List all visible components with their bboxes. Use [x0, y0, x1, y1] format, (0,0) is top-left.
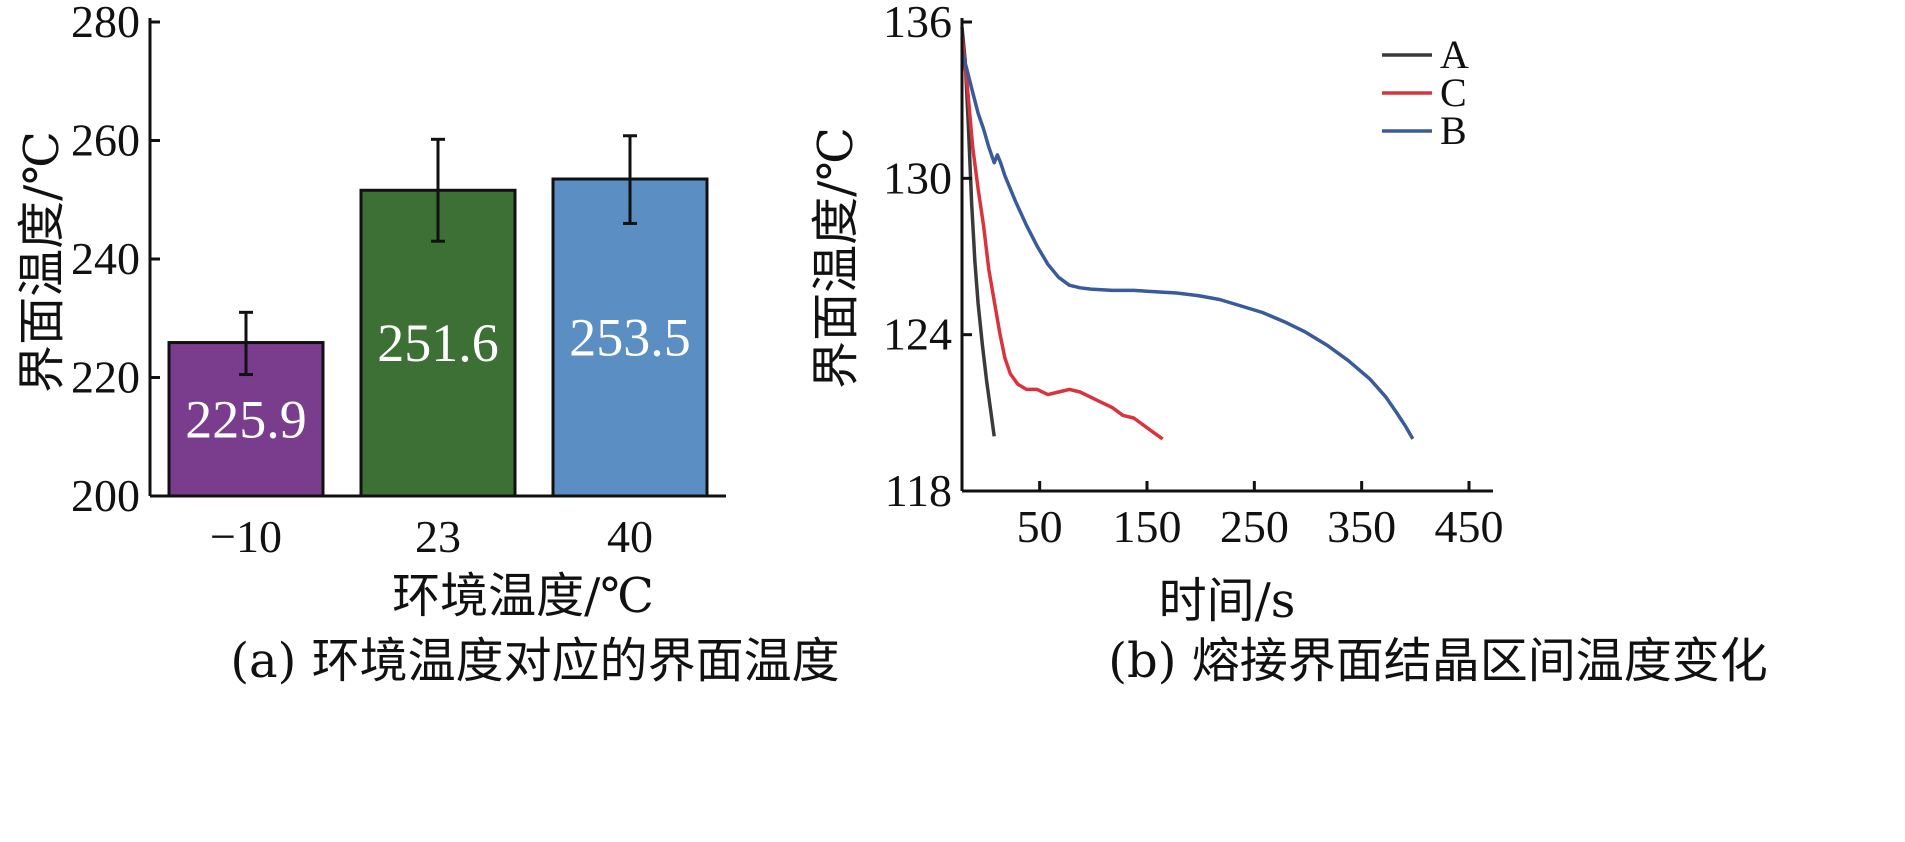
y-tick-label-3: 260 [71, 115, 140, 166]
y-tick-label-0: 200 [71, 470, 140, 521]
error-bar-group [239, 134, 637, 377]
y-tick-label-2: 130 [883, 152, 952, 203]
bar-chart-y-axis-label: 界面温度/℃ [14, 131, 70, 393]
line-chart-axes [960, 18, 1493, 493]
line-chart-x-axis-label: 时间/s [1159, 573, 1296, 629]
line-series-group [960, 27, 1415, 441]
data-label-0: 225.9 [185, 389, 307, 449]
y-tick-label-3: 136 [883, 0, 952, 47]
y-tick-label-4: 280 [71, 0, 140, 47]
x-tick-label-3: 350 [1327, 501, 1396, 552]
x-tick-label-2: 40 [607, 511, 653, 562]
x-tick-label-1: 150 [1113, 501, 1182, 552]
line-chart-y-ticks: 118 124 130 136 [883, 0, 972, 516]
series-line-c [960, 37, 1164, 441]
data-label-group: 225.9 251.6 253.5 [185, 308, 691, 450]
bar-chart-caption: (a) 环境温度对应的界面温度 [230, 633, 839, 689]
legend-label-a: A [1440, 32, 1469, 77]
legend-label-c: C [1440, 70, 1467, 115]
line-chart-y-axis-label: 界面温度/℃ [808, 127, 864, 389]
bar-chart-x-axis-label: 环境温度/℃ [392, 568, 654, 624]
bar-chart-axes [148, 18, 726, 498]
x-tick-label-1: 23 [415, 511, 461, 562]
x-tick-label-0: −10 [210, 511, 282, 562]
y-tick-label-1: 220 [71, 352, 140, 403]
bar-chart-x-ticks: −10 23 40 [210, 511, 653, 562]
y-tick-label-0: 118 [885, 465, 952, 516]
y-tick-label-2: 240 [71, 233, 140, 284]
data-label-1: 251.6 [377, 313, 499, 373]
line-chart-panel: 118 124 130 136 50 150 250 350 450 ACB 时间/s 界面温… [808, 0, 1768, 689]
legend-label-b: B [1440, 108, 1467, 153]
x-tick-label-0: 50 [1017, 501, 1063, 552]
legend: ACB [1382, 32, 1469, 153]
bar-chart-y-ticks: 200 220 240 260 280 [71, 0, 160, 521]
x-tick-label-4: 450 [1435, 501, 1504, 552]
line-chart-x-ticks: 50 150 250 350 450 [1017, 481, 1504, 552]
y-tick-label-1: 124 [883, 309, 952, 360]
x-tick-label-2: 250 [1220, 501, 1289, 552]
data-label-2: 253.5 [569, 308, 691, 368]
line-chart-caption: (b) 熔接界面结晶区间温度变化 [1108, 633, 1767, 689]
series-line-b [960, 50, 1415, 440]
